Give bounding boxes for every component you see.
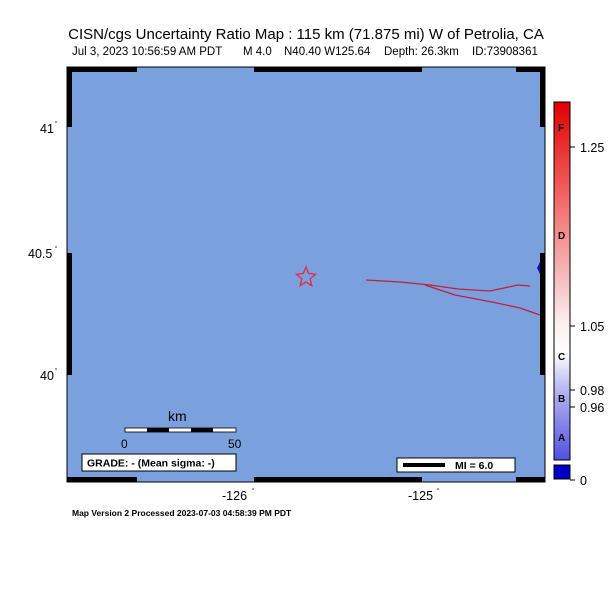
grade-letter-b: B [558,394,565,405]
event-location: N40.40 W125.64 [284,46,371,58]
grade-letter-f: F [558,123,564,134]
grade-letter-c: C [558,352,565,363]
footer-version: Map Version 2 Processed 2023-07-03 04:58… [72,508,292,518]
mi-legend-box [396,457,516,473]
colorbar-tick-1-05: 1.05 [580,320,604,334]
svg-text:˚: ˚ [55,121,57,129]
lon-label-125: -125 [408,489,433,503]
event-id: ID:73908361 [472,46,538,58]
scale-tick-50: 50 [228,437,242,451]
fault-line [365,279,531,292]
grade-letter-d: D [558,231,565,242]
mi-legend-line [403,463,445,467]
epicenter-star-icon [294,265,318,287]
colorbar-ticks [570,146,575,481]
svg-text:˚: ˚ [252,488,254,496]
colorbar-zero-swatch [553,464,571,480]
scale-tick-0: 0 [121,437,128,451]
fault-lines [365,279,541,316]
lat-label-40: 40 [40,369,54,383]
grade-text: GRADE: - (Mean sigma: -) [87,458,215,470]
lat-label-40-5: 40.5 [28,247,52,261]
map-title: CISN/cgs Uncertainty Ratio Map : 115 km … [68,26,544,43]
colorbar-tick-0: 0 [580,474,587,488]
mi-legend-text: MI = 6.0 [455,460,493,472]
colorbar-tick-0-96: 0.96 [580,401,604,415]
scale-bar [124,427,237,433]
colorbar-tick-1-25: 1.25 [580,141,604,155]
grade-letter-a: A [558,433,565,444]
svg-text:˚: ˚ [55,246,57,254]
event-date: Jul 3, 2023 10:56:59 AM PDT [72,46,223,58]
event-depth: Depth: 26.3km [384,46,459,58]
frame-ticks [67,67,545,482]
grade-box [81,453,237,472]
scale-bar-title: km [168,408,187,424]
lon-label-126: -126 [222,489,247,503]
svg-text:˚: ˚ [55,368,57,376]
colorbar [553,101,571,461]
colorbar-tick-0-98: 0.98 [580,384,604,398]
coast-marker [537,262,540,274]
lat-label-41: 41 [40,122,54,136]
event-magnitude: M 4.0 [243,46,272,58]
ocean-area [67,67,545,482]
fault-line [424,284,541,316]
svg-text:˚: ˚ [437,488,439,496]
